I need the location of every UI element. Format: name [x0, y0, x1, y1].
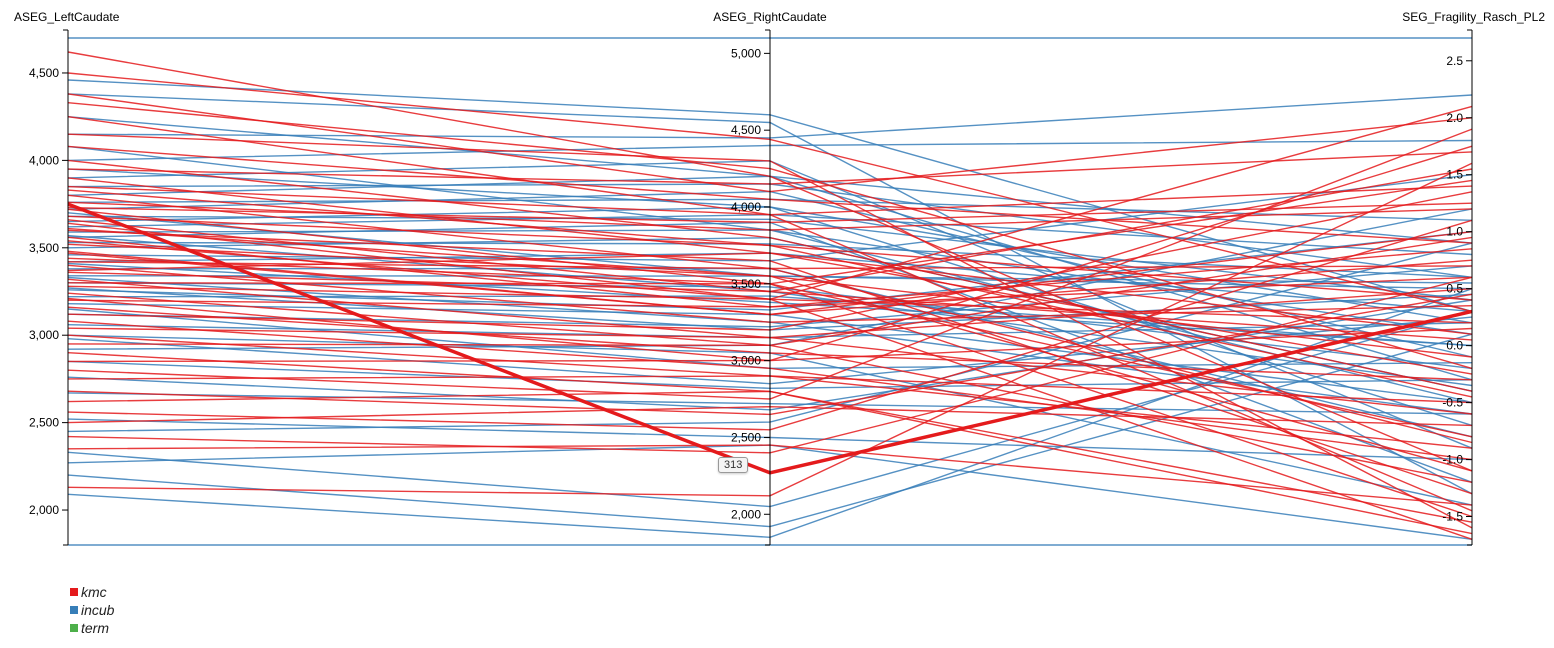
tick-label: 0.0 [1446, 339, 1463, 353]
axis-title[interactable]: SEG_Fragility_Rasch_PL2 [1402, 10, 1545, 24]
tick-label: -1.5 [1442, 510, 1463, 524]
tick-label: 1.0 [1446, 225, 1463, 239]
tick-label: 0.5 [1446, 282, 1463, 296]
tick-label: 2,000 [731, 507, 761, 521]
legend-swatch [70, 606, 78, 614]
legend-item-term[interactable]: term [70, 619, 114, 637]
tick-label: 2.5 [1446, 54, 1463, 68]
tick-label: 2.0 [1446, 111, 1463, 125]
legend-item-incub[interactable]: incub [70, 601, 114, 619]
legend-swatch [70, 588, 78, 596]
tick-label: -1.0 [1442, 453, 1463, 467]
tick-label: 4,000 [29, 153, 59, 167]
legend: kmc incub term [70, 583, 114, 637]
axis-title[interactable]: ASEG_RightCaudate [713, 10, 827, 24]
legend-swatch [70, 624, 78, 632]
tick-label: 3,000 [731, 354, 761, 368]
tick-label: 4,500 [29, 66, 59, 80]
axis-ASEG_LeftCaudate[interactable]: 2,000 2,500 3,000 3,500 4,000 4,500 ASEG_LeftC… [14, 10, 120, 546]
legend-label: term [81, 620, 109, 636]
tick-label: 2,000 [29, 503, 59, 517]
axis-ASEG_RightCaudate[interactable]: 2,000 2,500 3,000 3,500 4,000 4,500 5,000 ASEG_… [713, 10, 827, 546]
axis-SEG_Fragility_Rasch_PL2[interactable]: -1.5 -1.0 -0.5 0.0 0.5 1.0 1.5 2.0 2.5 SEG_Fragil… [1402, 10, 1545, 546]
legend-label: kmc [81, 584, 107, 600]
highlight-tooltip: 313 [718, 457, 749, 473]
tick-label: 3,000 [29, 328, 59, 342]
tick-label: -0.5 [1442, 396, 1463, 410]
tick-label: 5,000 [731, 46, 761, 60]
legend-item-kmc[interactable]: kmc [70, 583, 114, 601]
tick-label: 1.5 [1446, 168, 1463, 182]
legend-label: incub [81, 602, 115, 618]
axis-title[interactable]: ASEG_LeftCaudate [14, 10, 120, 24]
tick-label: 4,500 [731, 123, 761, 137]
tick-label: 3,500 [731, 277, 761, 291]
tick-label: 2,500 [731, 430, 761, 444]
tick-label: 3,500 [29, 241, 59, 255]
tick-label: 2,500 [29, 416, 59, 430]
axes-layer: 2,000 2,500 3,000 3,500 4,000 4,500 ASEG_LeftC… [14, 10, 1545, 546]
tick-label: 4,000 [731, 200, 761, 214]
